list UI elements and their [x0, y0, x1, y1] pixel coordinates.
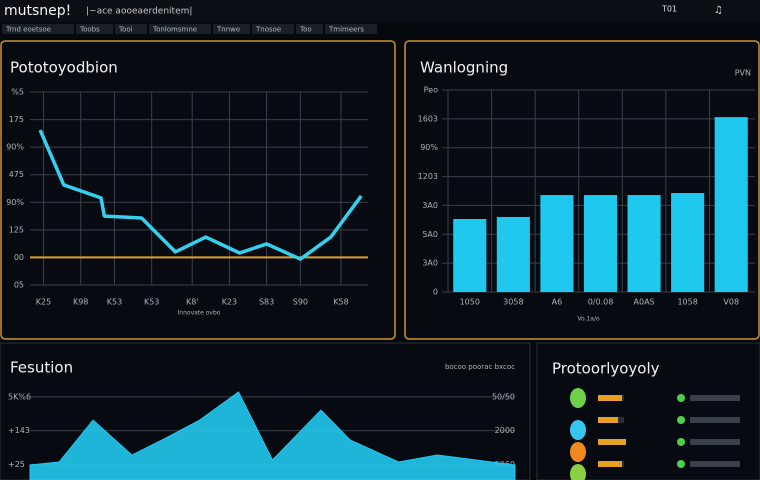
tab[interactable]	[325, 24, 377, 34]
y-tick-label: +143	[8, 426, 30, 435]
panel-title: Wanlogning	[420, 59, 508, 77]
tab-label[interactable]: Too	[299, 26, 312, 34]
tab[interactable]	[76, 24, 113, 34]
track	[690, 417, 740, 423]
x-tick-label: K98	[73, 298, 88, 307]
panel	[0, 40, 396, 340]
tab[interactable]	[149, 24, 211, 34]
tab-label[interactable]: Tooi	[118, 26, 133, 34]
line-series	[38, 129, 363, 261]
progress-bar	[598, 439, 626, 445]
panel-title: Fesution	[10, 359, 73, 377]
y-tick-label: Peo	[424, 86, 438, 95]
status-icon[interactable]: T01	[661, 5, 677, 14]
y2-tick-label: 2000	[495, 426, 515, 435]
x-tick-label: 1050	[460, 298, 480, 307]
y-tick-label: 0	[433, 288, 438, 297]
panel-subtitle: bocoo poorac bxcoc	[445, 363, 515, 371]
y-tick-label: 475	[9, 170, 24, 179]
status-dot	[677, 438, 685, 446]
y-tick-label: %5	[11, 88, 24, 97]
y-tick-label: 00	[14, 253, 24, 262]
x-axis-label: Vo.1a/o	[577, 316, 600, 323]
y-tick-label: 3A0	[422, 201, 438, 210]
tab[interactable]	[2, 24, 74, 34]
x-axis-label: Innovate ovbo	[178, 310, 221, 317]
tab[interactable]	[296, 24, 323, 34]
status-icon	[570, 464, 586, 480]
bar	[627, 195, 661, 292]
bar	[583, 195, 618, 292]
app-subtitle: |~ace aooeaerdenitem|	[86, 7, 192, 17]
progress-bar	[598, 461, 622, 467]
status-icon	[570, 388, 586, 408]
panel-title: Protoorlyoyoly	[552, 360, 660, 378]
y-tick-label: 125	[9, 225, 24, 234]
tab-label[interactable]: Tonlomsmne	[152, 26, 197, 34]
y-tick-label: +25	[8, 460, 25, 469]
app-title: mutsnep!	[4, 3, 71, 19]
tab[interactable]	[213, 24, 250, 34]
status-dot	[677, 460, 685, 468]
bar	[671, 193, 705, 292]
x-tick-label: S83	[259, 298, 274, 307]
y-tick-label: 90%	[420, 143, 438, 152]
status-icon	[570, 442, 586, 462]
status-dot	[677, 394, 685, 402]
tab[interactable]	[115, 24, 147, 34]
y-tick-label: 90%	[6, 198, 24, 207]
status-dot	[677, 416, 685, 424]
y-tick-label: 5A0	[422, 230, 438, 239]
bar	[540, 195, 574, 292]
x-tick-label: 1058	[677, 298, 697, 307]
y-tick-label: 5K%6	[8, 392, 31, 401]
y-tick-label: 1203	[418, 172, 438, 181]
tab-label[interactable]: Tnnwe	[216, 26, 240, 34]
x-tick-label: K25	[36, 298, 51, 307]
bar	[714, 117, 748, 292]
x-tick-label: K53	[144, 298, 159, 307]
x-tick-label: V08	[723, 298, 739, 307]
y-tick-label: 175	[9, 115, 24, 124]
progress-bar	[598, 417, 618, 423]
y-tick-label: 1603	[418, 114, 438, 123]
tab-strip: Trnd eoetsoe Toobs Tooi Tonlomsmne Tnnwe Tnos…	[2, 24, 377, 34]
bar	[496, 216, 530, 292]
area-series	[29, 391, 516, 480]
tab-label[interactable]: Trnd eoetsoe	[5, 26, 51, 34]
x-tick-label: S90	[293, 298, 308, 307]
bar	[453, 218, 487, 292]
x-tick-label: K53	[107, 298, 122, 307]
track	[690, 461, 740, 467]
progress-bar	[598, 395, 622, 401]
y-tick-label: 90%	[6, 143, 24, 152]
legend: PVN	[735, 69, 751, 78]
y-tick-label: 3A0	[422, 259, 438, 268]
x-tick-label: 0/0.08	[588, 298, 614, 307]
y-tick-label: 05	[14, 281, 24, 290]
tab-label[interactable]: Tmimeers	[328, 26, 364, 34]
x-tick-label: K23	[222, 298, 237, 307]
track	[690, 439, 740, 445]
track	[690, 395, 740, 401]
x-tick-label: K8'	[186, 298, 199, 307]
top-bar	[0, 0, 760, 22]
panel-title: Pototoyodbion	[10, 59, 118, 77]
status-icon	[570, 420, 586, 440]
panel	[404, 40, 760, 340]
x-tick-label: K58	[333, 298, 348, 307]
tab[interactable]	[252, 24, 294, 34]
x-tick-label: A6	[552, 298, 563, 307]
x-tick-label: A0AS	[634, 298, 655, 307]
x-tick-label: 3058	[503, 298, 523, 307]
media-icon[interactable]: ♫	[714, 5, 723, 16]
tab-label[interactable]: Tnosoe	[255, 26, 281, 34]
y2-tick-label: 50/50	[492, 392, 515, 401]
tab-label[interactable]: Toobs	[79, 26, 100, 34]
